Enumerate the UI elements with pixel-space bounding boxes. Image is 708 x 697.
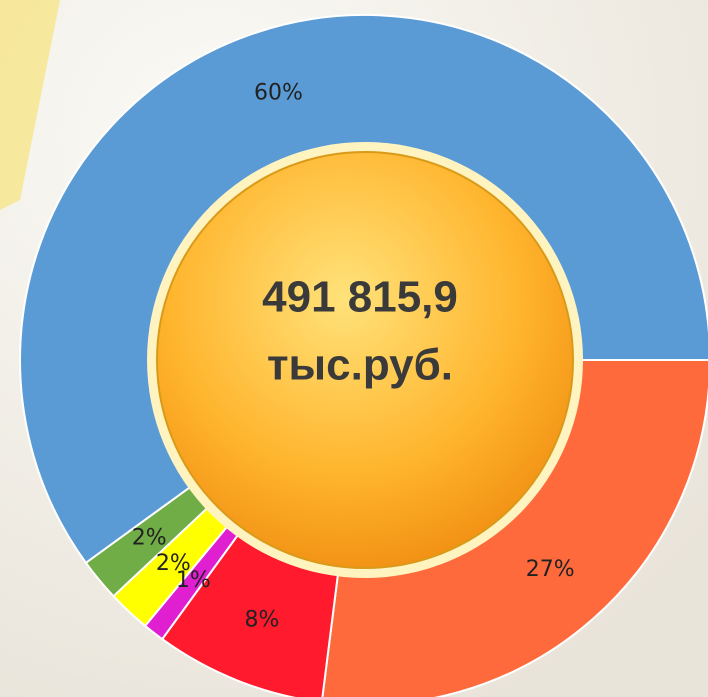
center-value: 491 815,9 — [262, 273, 458, 322]
core — [156, 151, 574, 569]
center-unit: тыс.руб. — [267, 341, 453, 390]
decoration — [0, 0, 60, 210]
data-label: 27% — [526, 557, 575, 582]
data-label: 60% — [254, 81, 303, 106]
data-label: 8% — [244, 607, 279, 632]
donut — [19, 14, 708, 697]
data-label: 2% — [132, 525, 167, 550]
data-label: 2% — [156, 551, 191, 576]
data-label: 1% — [176, 568, 211, 593]
